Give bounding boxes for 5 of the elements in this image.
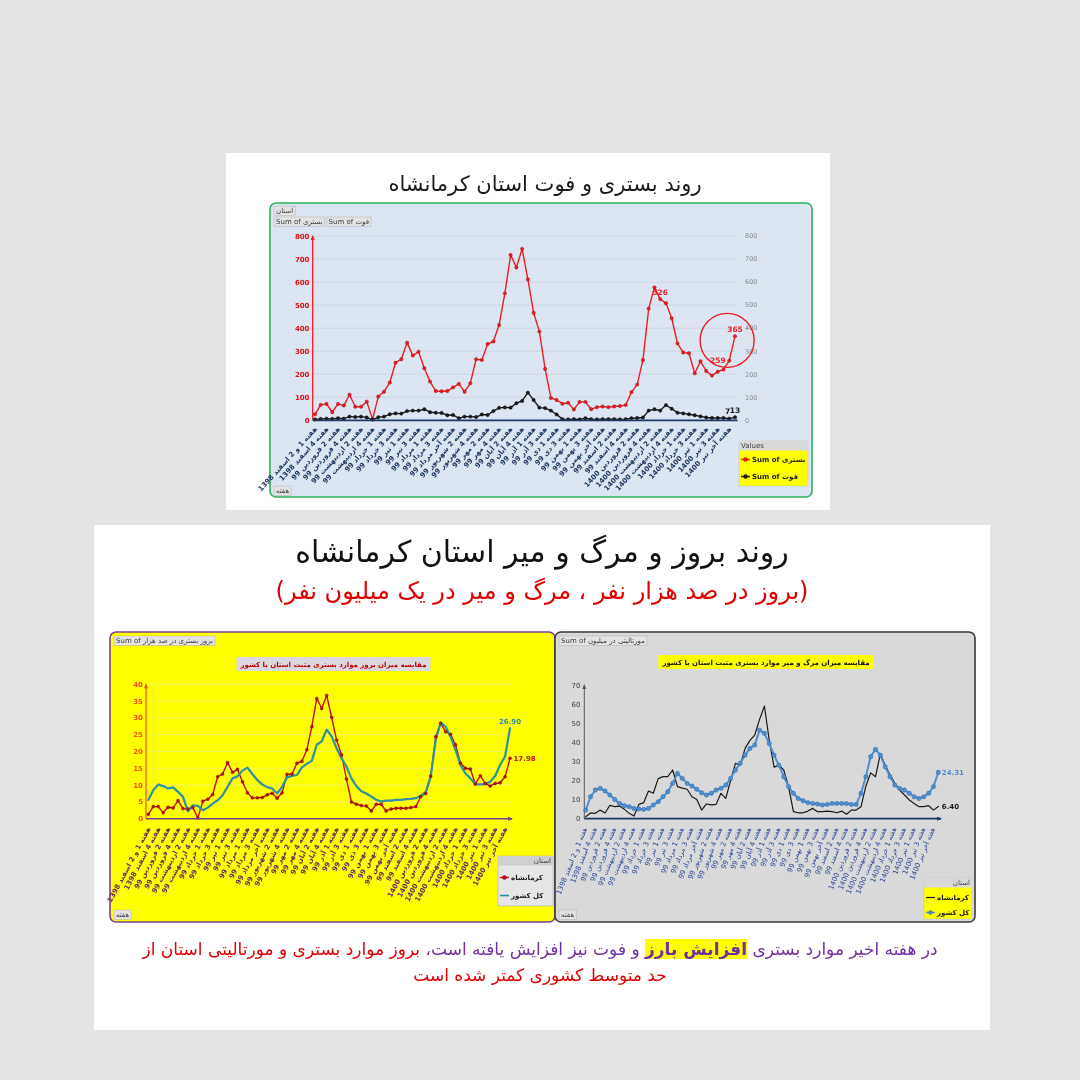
chart-title: روند بستری و فوت استان کرمانشاه	[388, 172, 702, 196]
text: (بروز در صد هزار نفر ، مرگ و میر در یک میلیون نفر)	[275, 577, 809, 605]
text: در هفته اخیر موارد بستری افزایش بارز و فوت نیز افزایش یافته است،	[425, 939, 938, 959]
text: روند بروز و مرگ و میر استان کرمانشاه	[295, 534, 789, 570]
line-series	[585, 705, 939, 818]
